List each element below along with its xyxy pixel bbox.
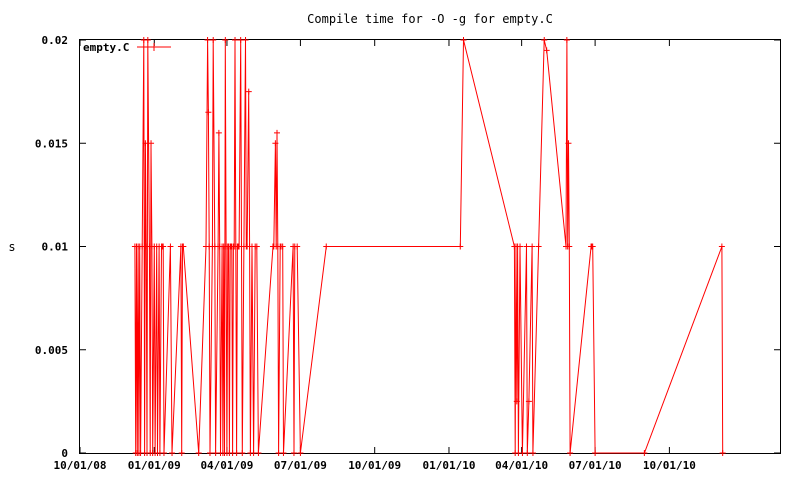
data-point: [460, 37, 467, 43]
data-point: [529, 243, 536, 250]
data-point: [641, 450, 648, 456]
data-point: [279, 243, 286, 250]
data-point: [180, 243, 187, 250]
data-point: [592, 450, 599, 456]
data-point: [535, 243, 542, 250]
data-point: [222, 37, 229, 43]
data-point: [272, 140, 279, 147]
data-point: [215, 129, 222, 136]
data-point: [255, 450, 262, 456]
data-point: [142, 140, 149, 147]
x-tick-label: 07/01/09: [274, 459, 327, 472]
x-tick-label: 10/01/09: [348, 459, 401, 472]
data-point: [232, 37, 239, 43]
data-point: [195, 450, 202, 456]
series-layer: [131, 37, 726, 456]
plot-frame: [79, 39, 781, 454]
y-tick-label: 0.01: [42, 241, 69, 254]
data-point: [718, 243, 725, 250]
x-tick-label: 07/01/10: [569, 459, 622, 472]
y-tick-label: 0.005: [35, 344, 68, 357]
x-tick-label: 10/01/08: [54, 459, 107, 472]
data-point: [178, 450, 185, 456]
data-point: [567, 450, 574, 456]
data-point: [280, 450, 287, 456]
data-point: [160, 243, 167, 250]
data-point: [144, 37, 151, 43]
data-point: [205, 109, 212, 116]
data-point: [148, 140, 155, 147]
y-tick-label: 0.015: [35, 137, 68, 150]
x-tick-label: 04/01/09: [200, 459, 253, 472]
data-point: [204, 37, 211, 43]
data-point: [517, 243, 524, 250]
data-point: [524, 450, 531, 456]
data-point: [513, 398, 520, 405]
chart-title: Compile time for -O -g for empty.C: [307, 12, 553, 26]
data-point: [253, 243, 260, 250]
x-tick-label: 04/01/10: [495, 459, 548, 472]
data-point: [589, 243, 596, 250]
data-point: [563, 37, 570, 43]
x-tick-label: 10/01/10: [643, 459, 696, 472]
data-point: [242, 37, 249, 43]
data-point: [543, 47, 550, 54]
x-tick-label: 01/01/10: [422, 459, 475, 472]
data-point: [323, 243, 330, 250]
data-point: [160, 450, 167, 456]
data-point: [565, 140, 572, 147]
data-point: [294, 243, 301, 250]
legend: empty.C: [83, 41, 171, 54]
x-tick-label: 01/01/09: [128, 459, 181, 472]
data-point: [541, 37, 548, 43]
data-point: [206, 450, 213, 456]
data-point: [167, 243, 174, 250]
y-axis-label: s: [8, 240, 15, 254]
data-point: [169, 450, 176, 456]
x-axis-ticks: 10/01/08 01/01/09 04/01/09 07/01/09 10/01/09…: [54, 40, 696, 472]
data-point: [245, 88, 252, 95]
y-tick-label: 0: [61, 447, 68, 460]
data-point: [523, 243, 530, 250]
y-axis-ticks: 0 0.005 0.01 0.015 0.02: [35, 34, 780, 460]
data-point: [457, 243, 464, 250]
data-point: [566, 243, 573, 250]
data-point: [239, 450, 246, 456]
data-point: [297, 450, 304, 456]
data-point: [525, 398, 532, 405]
data-point: [290, 450, 297, 456]
data-point: [529, 450, 536, 456]
data-point: [210, 37, 217, 43]
data-point: [274, 129, 281, 136]
legend-label: empty.C: [83, 41, 129, 54]
data-point: [233, 450, 240, 456]
y-tick-label: 0.02: [42, 34, 69, 47]
data-point: [719, 450, 726, 456]
